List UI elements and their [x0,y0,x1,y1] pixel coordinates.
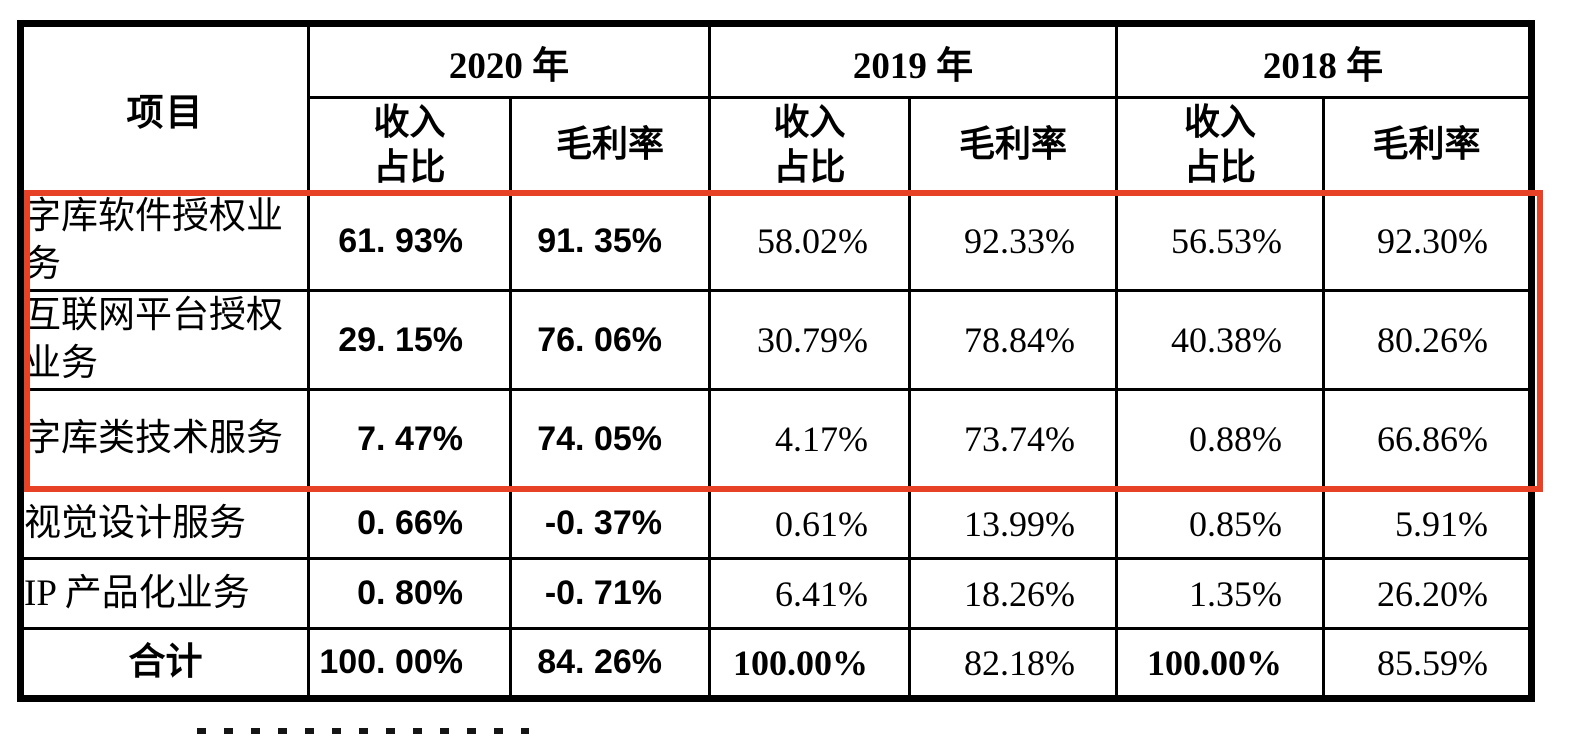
value-cell: 76. 06% [509,289,711,392]
year-header-2019: 2019 年 [708,22,1118,99]
value-cell: 6.41% [708,557,911,631]
revenue-share-line1: 收入 [1183,101,1256,142]
value-cell: 58.02% [708,189,911,293]
sub-header-revenue-share-2020: 收入 占比 [307,96,512,193]
value-cell: 74. 05% [509,388,711,491]
corner-header-item: 项目 [19,22,310,193]
year-header-2018: 2018 年 [1115,22,1533,99]
row-label-cell: 字库软件授权业务 [19,189,310,293]
value-cell: 13.99% [908,487,1118,561]
value-cell: 0.85% [1115,487,1325,561]
table-row: 视觉设计服务 0. 66% -0. 37% 0.61% 13.99% 0.85% 5.91% [19,487,1533,561]
revenue-share-line2: 占比 [373,146,446,187]
sub-header-gross-margin-2020: 毛利率 [509,96,711,193]
table-row: 字库软件授权业务 61. 93% 91. 35% 58.02% 92.33% 56.53%… [19,189,1533,293]
total-row: 合计 100. 00% 84. 26% 100.00% 82.18% 100.00% 85.… [19,627,1533,701]
value-cell: 92.33% [908,189,1118,293]
revenue-share-line2: 占比 [773,146,846,187]
table-row: 字库类技术服务 7. 47% 74. 05% 4.17% 73.74% 0.88% 66.8… [19,388,1533,491]
value-cell: 78.84% [908,289,1118,392]
value-cell: 66.86% [1322,388,1533,491]
value-cell: 5.91% [1322,487,1533,561]
value-cell: 30.79% [708,289,911,392]
value-cell: 85.59% [1322,627,1533,701]
revenue-share-line2: 占比 [1183,146,1256,187]
row-label-cell: 字库类技术服务 [19,388,310,491]
value-cell: 73.74% [908,388,1118,491]
clipped-text-fragments [197,728,529,734]
value-cell: 82.18% [908,627,1118,701]
value-cell: 91. 35% [509,189,711,293]
value-cell: 56.53% [1115,189,1325,293]
value-cell: 100.00% [708,627,911,701]
sub-header-gross-margin-2019: 毛利率 [908,96,1118,193]
value-cell: 4.17% [708,388,911,491]
row-label-cell: 互联网平台授权业务 [19,289,310,392]
table-row: 互联网平台授权业务 29. 15% 76. 06% 30.79% 78.84% 40.38… [19,289,1533,392]
value-cell: -0. 37% [509,487,711,561]
value-cell: 29. 15% [307,289,512,392]
value-cell: -0. 71% [509,557,711,631]
table-row: IP 产品化业务 0. 80% -0. 71% 6.41% 18.26% 1.35% 26.… [19,557,1533,631]
value-cell: 0. 66% [307,487,512,561]
sub-header-gross-margin-2018: 毛利率 [1322,96,1533,193]
value-cell: 100. 00% [307,627,512,701]
value-cell: 40.38% [1115,289,1325,392]
value-cell: 92.30% [1322,189,1533,293]
year-header-2020: 2020 年 [307,22,711,99]
year-header-row: 项目 2020 年 2019 年 2018 年 [19,22,1533,193]
table-body: 字库软件授权业务 61. 93% 91. 35% 58.02% 92.33% 56.53%… [19,189,1533,701]
value-cell: 0. 80% [307,557,512,631]
value-cell: 26.20% [1322,557,1533,631]
revenue-share-line1: 收入 [773,101,846,142]
sub-header-revenue-share-2019: 收入 占比 [708,96,911,193]
value-cell: 7. 47% [307,388,512,491]
row-label-cell: 视觉设计服务 [19,487,310,561]
value-cell: 18.26% [908,557,1118,631]
value-cell: 0.88% [1115,388,1325,491]
value-cell: 80.26% [1322,289,1533,392]
value-cell: 100.00% [1115,627,1325,701]
revenue-share-line1: 收入 [373,101,446,142]
sub-header-revenue-share-2018: 收入 占比 [1115,96,1325,193]
value-cell: 84. 26% [509,627,711,701]
value-cell: 1.35% [1115,557,1325,631]
value-cell: 0.61% [708,487,911,561]
row-label-cell: 合计 [19,627,310,701]
row-label-cell: IP 产品化业务 [19,557,310,631]
value-cell: 61. 93% [307,189,512,293]
revenue-margin-table: 项目 2020 年 2019 年 2018 年 收入 占比 毛利率 收入 占比 … [17,20,1535,703]
